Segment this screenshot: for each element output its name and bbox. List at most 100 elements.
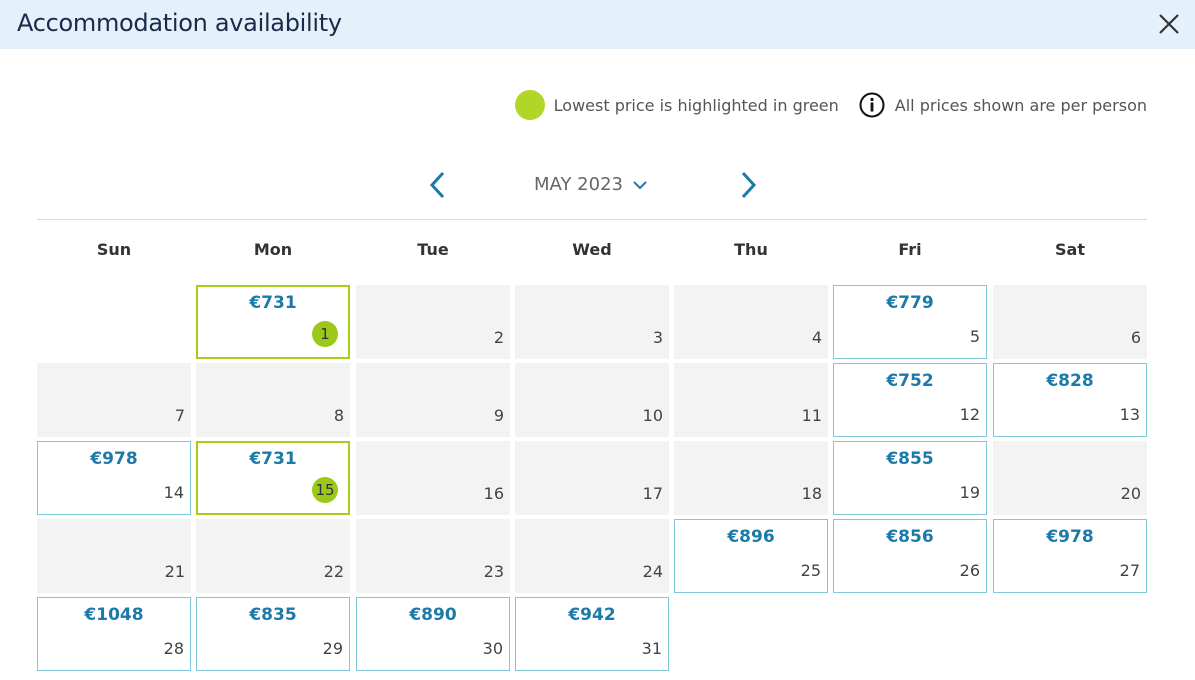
day-price: €731 <box>249 449 297 469</box>
calendar-day-unavailable: 21 <box>37 519 191 593</box>
legend: Lowest price is highlighted in green All… <box>514 89 1147 121</box>
day-number: 14 <box>163 483 184 502</box>
day-number: 16 <box>483 484 504 503</box>
weekday-label: Sun <box>96 240 132 259</box>
calendar-day-unavailable: 17 <box>515 441 669 515</box>
calendar-day-unavailable: 2 <box>356 285 510 359</box>
day-number: 25 <box>800 561 821 580</box>
day-number: 7 <box>174 406 185 425</box>
day-price: €752 <box>886 371 934 391</box>
day-number: 30 <box>482 639 503 658</box>
day-number: 13 <box>1119 405 1140 424</box>
lowest-price-day-number: 15 <box>312 477 338 503</box>
calendar-day-unavailable: 10 <box>515 363 669 437</box>
weekday-label: Fri <box>898 240 922 259</box>
calendar-day-available[interactable]: €942 31 <box>515 597 669 671</box>
close-button[interactable] <box>1153 8 1185 40</box>
day-price: €855 <box>886 449 934 469</box>
day-number: 31 <box>641 639 662 658</box>
lowest-price-day-number: 1 <box>312 321 338 347</box>
calendar-day-unavailable: 9 <box>356 363 510 437</box>
calendar-day-available[interactable]: €856 26 <box>833 519 987 593</box>
calendar-day-unavailable: 8 <box>196 363 350 437</box>
day-price: €1048 <box>84 605 144 625</box>
calendar-day-unavailable: 4 <box>674 285 828 359</box>
calendar-day-unavailable: 7 <box>37 363 191 437</box>
weekday-label: Sat <box>1055 240 1085 259</box>
calendar-day-unavailable: 22 <box>196 519 350 593</box>
weekday-label: Tue <box>417 240 449 259</box>
day-number: 10 <box>642 406 663 425</box>
calendar-day-unavailable: 24 <box>515 519 669 593</box>
calendar-day-unavailable: 23 <box>356 519 510 593</box>
info-icon <box>859 92 885 118</box>
day-number: 29 <box>322 639 343 658</box>
dialog-title: Accommodation availability <box>17 9 342 37</box>
calendar-day-unavailable: 11 <box>674 363 828 437</box>
day-number: 20 <box>1120 484 1141 503</box>
divider <box>37 219 1147 220</box>
day-number: 4 <box>811 328 822 347</box>
calendar-day-unavailable: 16 <box>356 441 510 515</box>
day-price: €942 <box>568 605 616 625</box>
month-selector[interactable]: MAY 2023 <box>534 174 647 195</box>
day-number: 23 <box>483 562 504 581</box>
day-price: €828 <box>1046 371 1094 391</box>
chevron-left-icon <box>429 171 445 199</box>
calendar-day-available[interactable]: €855 19 <box>833 441 987 515</box>
next-month-button[interactable] <box>733 168 763 202</box>
day-number: 22 <box>323 562 344 581</box>
day-number: 12 <box>959 405 980 424</box>
day-number: 9 <box>493 406 504 425</box>
calendar-day-unavailable: 20 <box>993 441 1147 515</box>
dialog-header: Accommodation availability <box>0 0 1195 49</box>
day-number: 19 <box>959 483 980 502</box>
chevron-down-icon <box>633 180 647 189</box>
day-price: €896 <box>727 527 775 547</box>
day-number: 8 <box>333 406 344 425</box>
per-person-legend-text: All prices shown are per person <box>894 95 1147 115</box>
lowest-price-legend-text: Lowest price is highlighted in green <box>553 95 839 115</box>
day-number: 28 <box>163 639 184 658</box>
calendar-day-unavailable: 3 <box>515 285 669 359</box>
day-price: €731 <box>249 293 297 313</box>
day-number: 27 <box>1119 561 1140 580</box>
day-number: 26 <box>959 561 980 580</box>
calendar-day-available[interactable]: €978 14 <box>37 441 191 515</box>
day-number: 2 <box>493 328 504 347</box>
day-number: 24 <box>642 562 663 581</box>
previous-month-button[interactable] <box>423 168 453 202</box>
day-price: €779 <box>886 293 934 313</box>
calendar-day-available[interactable]: €731 15 <box>196 441 350 515</box>
day-price: €978 <box>1046 527 1094 547</box>
chevron-right-icon <box>741 171 757 199</box>
day-number: 6 <box>1130 328 1141 347</box>
calendar-day-available[interactable]: €978 27 <box>993 519 1147 593</box>
day-number: 17 <box>642 484 663 503</box>
calendar-day-available[interactable]: €779 5 <box>833 285 987 359</box>
calendar-day-available[interactable]: €835 29 <box>196 597 350 671</box>
close-icon <box>1159 14 1179 34</box>
day-price: €856 <box>886 527 934 547</box>
month-label: MAY 2023 <box>534 174 623 195</box>
calendar-day-available[interactable]: €828 13 <box>993 363 1147 437</box>
day-price: €890 <box>409 605 457 625</box>
weekday-label: Mon <box>253 240 293 259</box>
calendar-day-available[interactable]: €752 12 <box>833 363 987 437</box>
calendar-day-unavailable: 6 <box>993 285 1147 359</box>
day-number: 5 <box>969 327 980 346</box>
day-number: 11 <box>801 406 822 425</box>
day-number: 18 <box>801 484 822 503</box>
day-number: 3 <box>652 328 663 347</box>
calendar-day-available[interactable]: €731 1 <box>196 285 350 359</box>
day-number: 21 <box>164 562 185 581</box>
day-price: €978 <box>90 449 138 469</box>
month-navigation: MAY 2023 <box>0 166 1195 204</box>
calendar-day-unavailable: 18 <box>674 441 828 515</box>
weekday-header: Sun Mon Tue Wed Thu Fri Sat <box>37 240 1151 264</box>
calendar-day-available[interactable]: €1048 28 <box>37 597 191 671</box>
day-price: €835 <box>249 605 297 625</box>
calendar-day-available[interactable]: €890 30 <box>356 597 510 671</box>
weekday-label: Thu <box>734 240 768 259</box>
calendar-day-available[interactable]: €896 25 <box>674 519 828 593</box>
